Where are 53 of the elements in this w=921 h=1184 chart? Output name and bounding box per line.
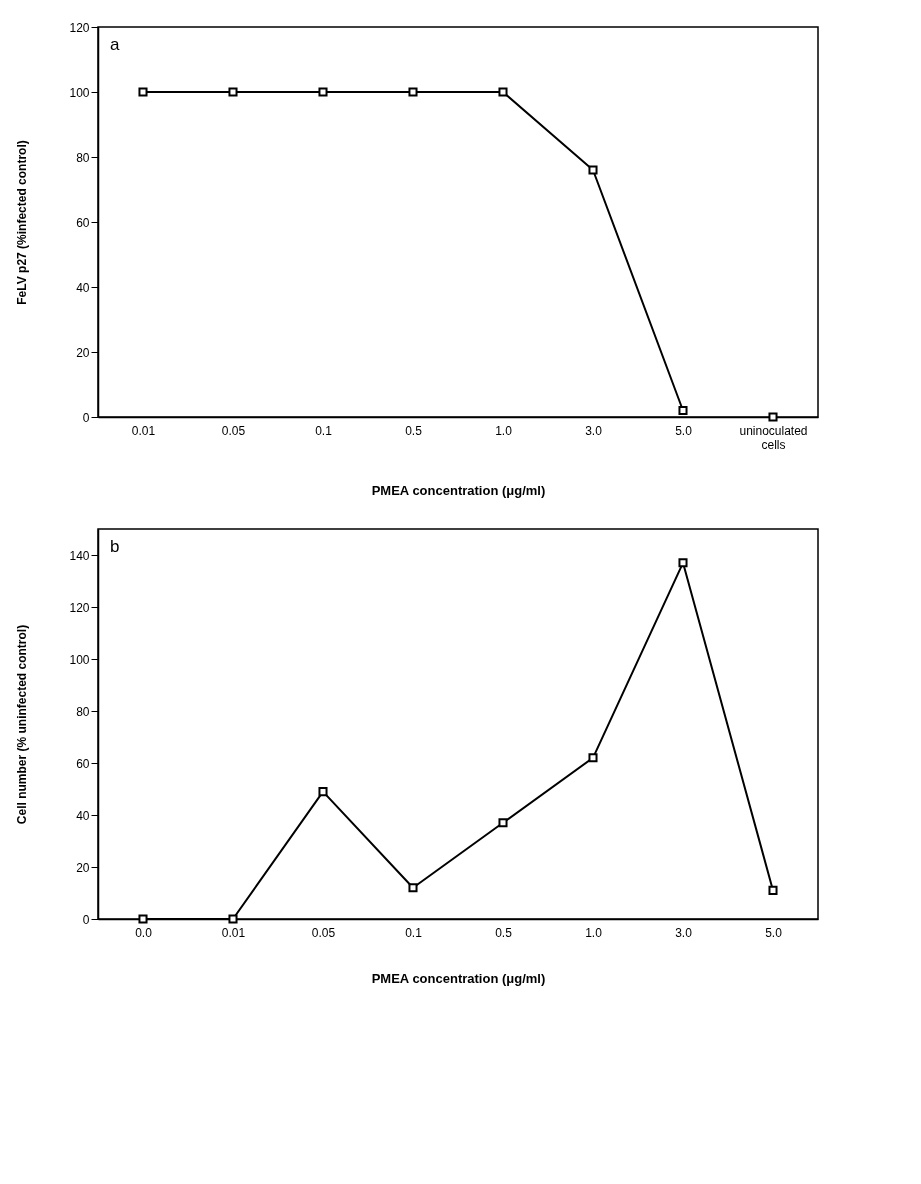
x-tick-label: 0.05 [221, 423, 246, 438]
x-tick-label: 0.1 [315, 423, 333, 438]
point [318, 87, 328, 97]
annotation: a [110, 35, 120, 54]
point [498, 87, 508, 97]
y-tick-label: 40 [76, 280, 90, 295]
y-tick-label: 60 [76, 215, 90, 230]
x-tick-label: uninoculated cells [739, 423, 808, 452]
x-tick-label: 5.0 [765, 925, 783, 940]
x-tick-label: 3.0 [675, 925, 693, 940]
x-tick-label: 1.0 [585, 925, 603, 940]
x-tick-label: 0.05 [311, 925, 336, 940]
point [228, 914, 238, 924]
point [678, 558, 688, 568]
y-tick-label: 120 [69, 20, 90, 35]
y-tick-label: 0 [82, 912, 90, 927]
point [228, 87, 238, 97]
y-tick-label: 20 [76, 345, 90, 360]
point [408, 87, 418, 97]
point [408, 883, 418, 893]
point [588, 165, 598, 175]
y-tick-label: 80 [76, 704, 90, 719]
point [768, 885, 778, 895]
x-tick-label: 3.0 [585, 423, 603, 438]
point [678, 405, 688, 416]
x-tick-label: 1.0 [495, 423, 513, 438]
y-tick-label: 60 [76, 756, 90, 771]
y-tick-label: 80 [76, 150, 90, 165]
x-tick-label: 0.5 [495, 925, 513, 940]
annotation: b [110, 537, 120, 556]
x-tick-label: 5.0 [675, 423, 693, 438]
y-tick-label: 20 [76, 860, 90, 875]
y-tick-label: 0 [82, 410, 90, 425]
point [588, 753, 598, 763]
y-axis-title: Cell number (% uninfected control) [15, 624, 30, 825]
point [768, 412, 778, 422]
y-tick-label: 120 [69, 600, 90, 615]
x-tick-label: 0.01 [131, 423, 156, 438]
y-tick-label: 40 [76, 808, 90, 823]
x-tick-label: 0.0 [135, 925, 153, 940]
x-tick-label: 0.01 [221, 925, 246, 940]
y-axis-title: FeLV p27 (%infected control) [15, 140, 30, 305]
point [498, 818, 508, 828]
point [318, 787, 328, 797]
point [138, 914, 148, 924]
y-tick-label: 140 [69, 548, 90, 563]
y-tick-label: 100 [69, 85, 90, 100]
x-axis-title: PMEA concentration (μg/ml) [371, 482, 546, 498]
x-tick-label: 0.5 [405, 423, 423, 438]
point [138, 87, 148, 97]
y-tick-label: 100 [69, 652, 90, 667]
x-tick-label: 0.1 [405, 925, 423, 940]
x-axis-title: PMEA concentration (μg/ml) [371, 970, 546, 986]
